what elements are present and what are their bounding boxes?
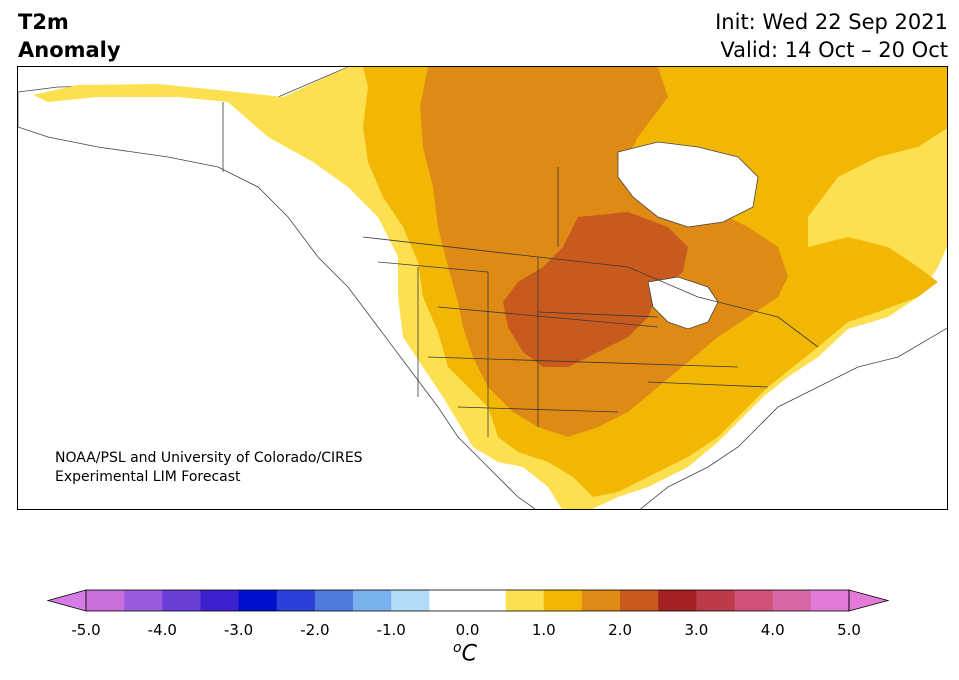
colorbar-over-arrow <box>848 589 890 612</box>
colorbar-segment <box>696 590 736 611</box>
credit-text: NOAA/PSL and University of Colorado/CIRE… <box>55 449 363 487</box>
colorbar-segment <box>467 590 507 611</box>
colorbar-segment <box>124 590 163 611</box>
title-line-1: T2m <box>18 10 69 34</box>
unit-base: C <box>461 641 477 667</box>
forecast-dates: Init: Wed 22 Sep 2021 Valid: 14 Oct – 20… <box>715 8 948 64</box>
political-borders <box>222 102 819 437</box>
credit-line-1: NOAA/PSL and University of Colorado/CIRE… <box>55 450 363 466</box>
colorbar-segment <box>772 590 812 611</box>
colorbar-tick-label: -3.0 <box>223 621 254 639</box>
colorbar-tick-label: -5.0 <box>71 621 101 639</box>
init-date: Init: Wed 22 Sep 2021 <box>715 10 948 34</box>
colorbar-segment <box>505 590 545 611</box>
valid-range: Valid: 14 Oct – 20 Oct <box>720 38 948 62</box>
colorbar-segment <box>658 590 697 611</box>
colorbar-segment <box>238 590 278 611</box>
colorbar-segment <box>734 590 774 611</box>
credit-line-2: Experimental LIM Forecast <box>55 469 241 485</box>
colorbar <box>46 589 890 612</box>
unit-superscript: o <box>453 640 462 656</box>
colorbar-segment <box>200 590 240 611</box>
map-frame <box>17 66 948 510</box>
colorbar-segment <box>353 590 392 611</box>
colorbar-tick-label: 3.0 <box>684 621 709 639</box>
colorbar-tick-label: 0.0 <box>455 621 480 639</box>
colorbar-tick-label: 2.0 <box>608 621 633 639</box>
title-line-2: Anomaly <box>18 38 121 62</box>
hudson-bay <box>617 141 759 228</box>
region-anomaly-very-strong <box>503 212 688 367</box>
colorbar-segment <box>620 590 659 611</box>
colorbar-tick-label: -1.0 <box>376 621 406 639</box>
great-lakes <box>647 276 719 330</box>
colorbar-border <box>85 589 850 612</box>
colorbar-tick-label: 5.0 <box>837 621 861 639</box>
colorbar-segment <box>162 590 201 611</box>
colorbar-segment <box>543 590 583 611</box>
colorbar-segment <box>581 590 621 611</box>
colorbar-segment <box>391 590 430 611</box>
colorbar-segment <box>429 590 468 611</box>
colorbar-tick-label: -2.0 <box>300 621 330 639</box>
map-title: T2m Anomaly <box>18 8 121 64</box>
anomaly-map <box>18 67 947 509</box>
colorbar-tick-label: -4.0 <box>147 621 177 639</box>
colorbar-segment <box>86 590 125 611</box>
colorbar-segment <box>276 590 316 611</box>
colorbar-unit: oC <box>453 640 477 666</box>
colorbar-segment <box>810 590 850 611</box>
colorbar-under-arrow <box>46 589 87 612</box>
colorbar-tick-label: 4.0 <box>760 621 785 639</box>
colorbar-tick-label: 1.0 <box>531 621 556 639</box>
colorbar-segment <box>314 590 354 611</box>
